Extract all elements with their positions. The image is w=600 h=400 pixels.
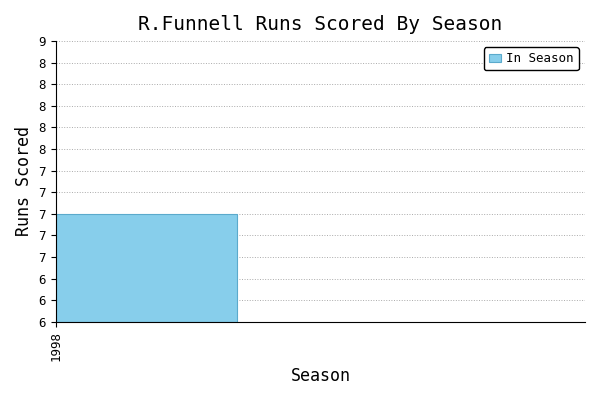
X-axis label: Season: Season	[290, 367, 350, 385]
Bar	[56, 214, 237, 322]
Y-axis label: Runs Scored: Runs Scored	[15, 126, 33, 236]
Legend: In Season: In Season	[484, 47, 579, 70]
Title: R.Funnell Runs Scored By Season: R.Funnell Runs Scored By Season	[138, 15, 503, 34]
